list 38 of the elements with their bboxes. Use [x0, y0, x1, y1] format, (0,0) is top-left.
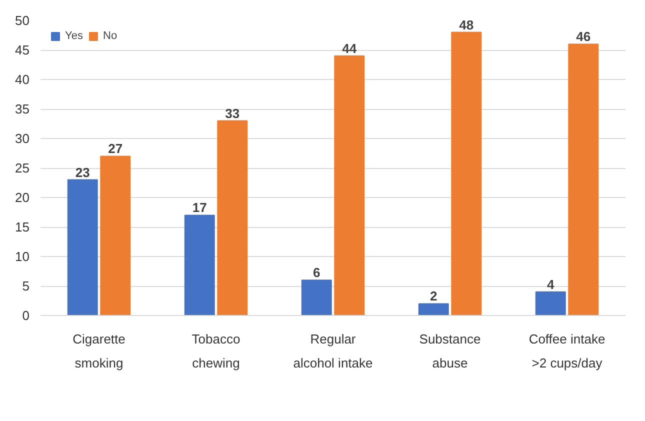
data-label: 48	[459, 17, 474, 32]
y-tick-label: 30	[15, 131, 30, 146]
bar	[301, 280, 332, 316]
bar	[217, 120, 248, 316]
category-label: Tobacco chewing	[192, 332, 240, 370]
y-tick-label: 35	[15, 102, 30, 116]
data-label: 44	[342, 40, 358, 56]
y-tick-label: 25	[15, 160, 30, 176]
legend-label: No	[103, 30, 118, 42]
data-label: 27	[108, 141, 123, 156]
data-label: 6	[313, 265, 320, 280]
bar	[100, 156, 131, 316]
bar	[184, 214, 215, 316]
category-label: Substance abuse	[419, 332, 481, 370]
data-label: 33	[225, 106, 240, 121]
category-label: Coffee intake >2 cups/day	[528, 332, 606, 370]
data-label: 23	[75, 164, 90, 180]
data-label: 17	[192, 200, 207, 216]
bar	[334, 55, 365, 316]
data-label: 46	[576, 29, 591, 44]
y-tick-label: 10	[15, 249, 30, 264]
bar	[67, 179, 98, 316]
bar	[418, 303, 449, 316]
y-tick-label: 15	[15, 220, 30, 234]
bar	[451, 32, 482, 316]
bar	[535, 291, 566, 316]
category-label: Cigarette smoking	[72, 332, 126, 370]
y-tick-label: 20	[15, 190, 30, 205]
y-tick-label: 40	[15, 72, 30, 87]
y-tick-label: 50	[15, 13, 30, 28]
bar	[568, 44, 599, 316]
category-label: Regular alcohol intake	[293, 332, 373, 370]
data-label: 2	[430, 288, 438, 304]
y-tick-label: 45	[15, 42, 30, 58]
data-label: 4	[547, 276, 556, 292]
legend-label: Yes	[65, 30, 84, 42]
y-tick-label: 0	[22, 308, 30, 323]
y-tick-label: 5	[22, 278, 30, 294]
